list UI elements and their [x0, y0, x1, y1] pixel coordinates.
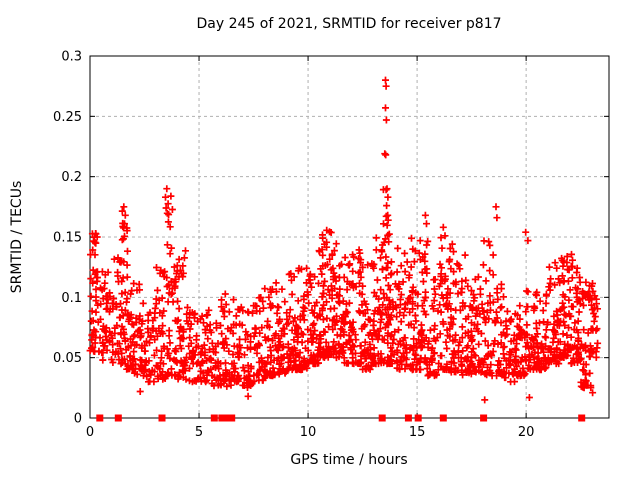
- zero-marker: [480, 414, 488, 422]
- zero-marker: [578, 414, 586, 422]
- x-tick-label: 5: [195, 425, 203, 440]
- x-tick-label: 20: [518, 425, 535, 440]
- y-tick-label: 0.05: [53, 351, 82, 366]
- chart-title: Day 245 of 2021, SRMTID for receiver p81…: [196, 16, 502, 32]
- y-tick-label: 0.1: [61, 291, 82, 306]
- zero-marker: [96, 414, 104, 422]
- zero-marker: [210, 414, 218, 422]
- zero-value-markers: [96, 414, 586, 422]
- zero-marker: [223, 414, 231, 422]
- zero-marker: [158, 414, 166, 422]
- y-tick-label: 0: [74, 412, 82, 427]
- y-tick-label: 0.3: [61, 50, 82, 65]
- zero-marker: [378, 414, 386, 422]
- y-axis-label: SRMTID / TECUs: [9, 180, 25, 294]
- x-tick-label: 15: [409, 425, 426, 440]
- x-axis-label: GPS time / hours: [290, 452, 408, 468]
- x-tick-label: 0: [86, 425, 94, 440]
- y-tick-label: 0.2: [61, 170, 82, 185]
- zero-marker: [228, 414, 236, 422]
- scatter-points: [86, 76, 602, 404]
- y-tick-label: 0.15: [53, 231, 82, 246]
- zero-marker: [439, 414, 447, 422]
- tick-labels: 0 5 10 15 20 0 0.05 0.1 0.15 0.2 0.25 0.3: [53, 50, 534, 441]
- y-tick-label: 0.25: [53, 110, 82, 125]
- zero-marker: [414, 414, 422, 422]
- x-tick-label: 10: [300, 425, 317, 440]
- zero-marker: [404, 414, 412, 422]
- zero-marker: [218, 414, 226, 422]
- zero-marker: [114, 414, 122, 422]
